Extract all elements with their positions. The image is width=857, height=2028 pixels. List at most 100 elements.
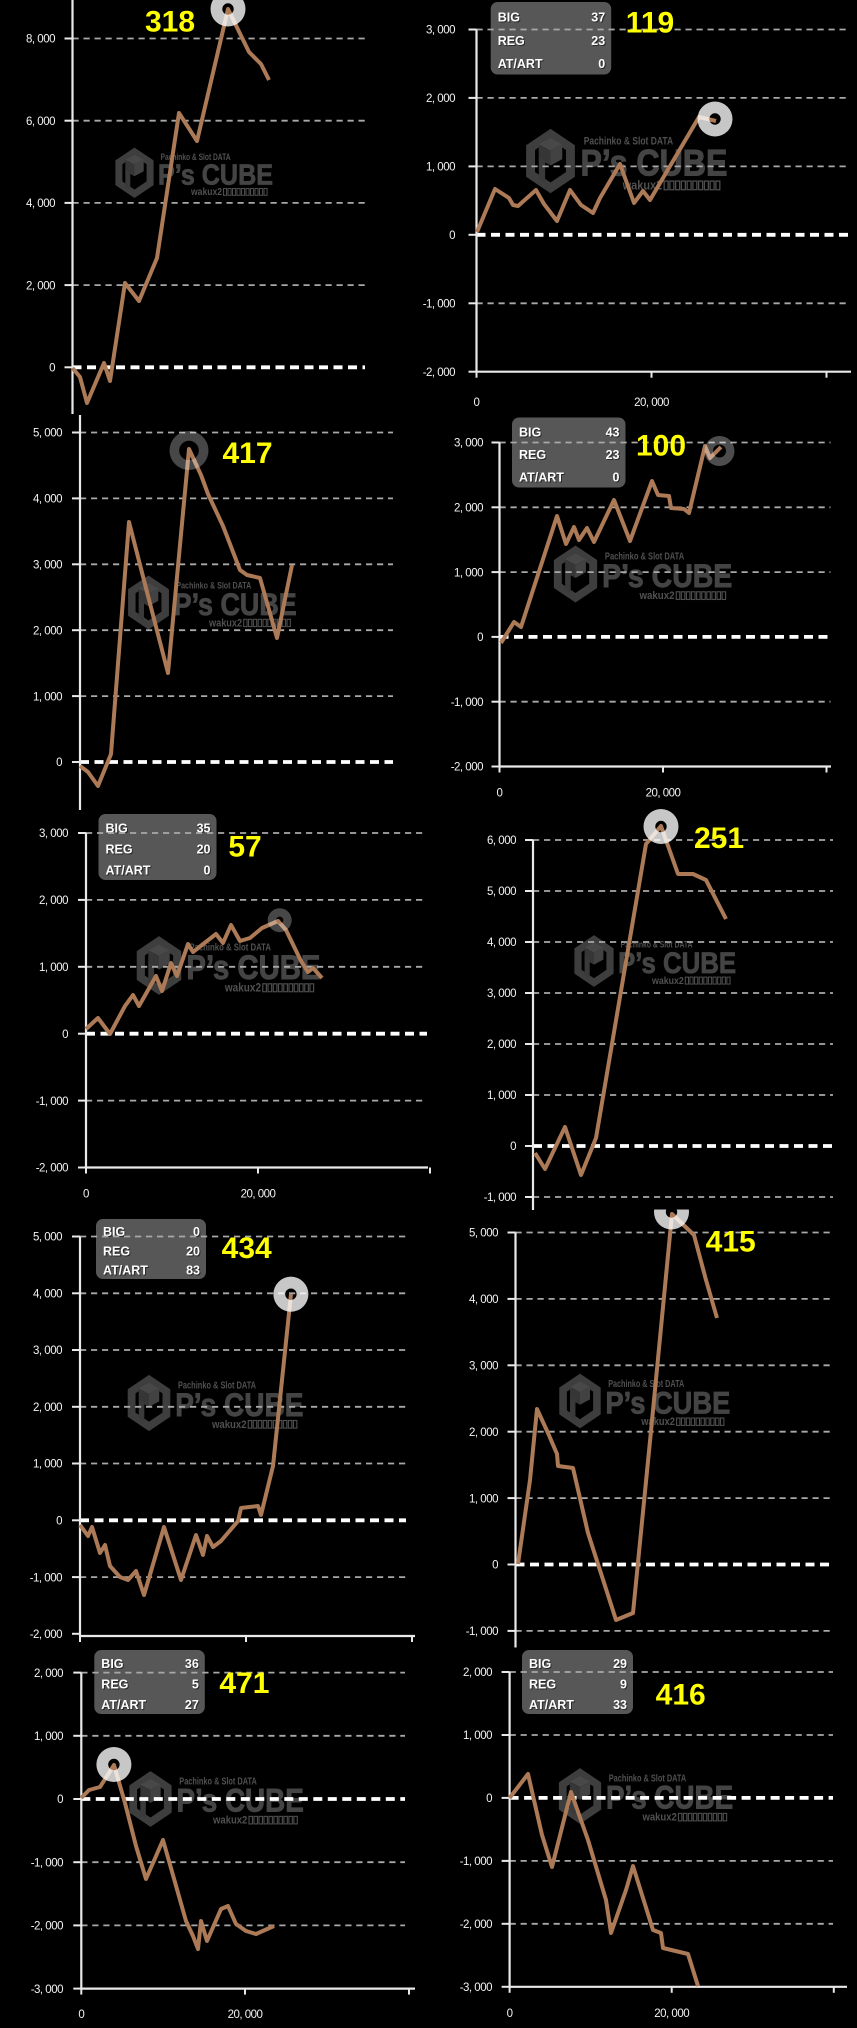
svg-text:REG: REG <box>104 1245 131 1259</box>
svg-text:wakux2: wakux2 <box>640 1416 674 1428</box>
svg-text:P’s CUBE: P’s CUBE <box>602 557 732 594</box>
svg-text:415: 415 <box>706 1226 756 1259</box>
svg-text:0: 0 <box>497 788 503 800</box>
svg-text:0: 0 <box>486 1793 492 1805</box>
svg-text:2, 000: 2, 000 <box>426 93 455 105</box>
svg-text:1, 000: 1, 000 <box>463 1730 492 1742</box>
svg-text:2, 000: 2, 000 <box>454 503 483 515</box>
svg-text:2, 000: 2, 000 <box>469 1427 498 1439</box>
svg-text:4, 000: 4, 000 <box>26 198 55 210</box>
svg-text:37: 37 <box>592 12 606 26</box>
svg-text:-1, 000: -1, 000 <box>460 1856 492 1868</box>
svg-text:AT/ART: AT/ART <box>529 1698 574 1712</box>
svg-text:416: 416 <box>656 1679 706 1712</box>
svg-text:-2, 000: -2, 000 <box>36 1163 68 1175</box>
svg-text:0: 0 <box>598 57 605 71</box>
svg-text:BIG: BIG <box>520 427 542 441</box>
svg-text:0: 0 <box>613 471 620 485</box>
svg-text:3, 000: 3, 000 <box>33 560 62 572</box>
svg-text:Pachinko & Slot DATA: Pachinko & Slot DATA <box>179 1777 256 1788</box>
svg-text:4, 000: 4, 000 <box>469 1294 498 1306</box>
svg-text:2, 000: 2, 000 <box>463 1667 492 1679</box>
svg-text:100: 100 <box>636 430 686 463</box>
svg-text:P’s CUBE: P’s CUBE <box>175 1387 303 1423</box>
svg-text:29: 29 <box>613 1657 627 1671</box>
svg-text:-2, 000: -2, 000 <box>451 762 483 774</box>
svg-text:3, 000: 3, 000 <box>33 1345 62 1357</box>
svg-text:REG: REG <box>103 1244 130 1258</box>
svg-text:Pachinko & Slot DATA: Pachinko & Slot DATA <box>605 551 685 562</box>
svg-text:20: 20 <box>197 843 211 857</box>
svg-text:-3, 000: -3, 000 <box>460 1982 492 1994</box>
svg-text:-1, 000: -1, 000 <box>30 1572 62 1584</box>
svg-text:wakux2: wakux2 <box>622 177 662 192</box>
svg-text:3, 000: 3, 000 <box>426 25 455 37</box>
svg-text:REG: REG <box>519 448 546 462</box>
svg-text:AT/ART: AT/ART <box>107 865 152 879</box>
svg-text:1, 000: 1, 000 <box>487 1090 516 1102</box>
svg-text:417: 417 <box>222 437 272 470</box>
svg-text:1, 000: 1, 000 <box>469 1493 498 1505</box>
svg-text:3, 000: 3, 000 <box>487 988 516 1000</box>
svg-text:AT/ART: AT/ART <box>498 57 543 71</box>
svg-text:20: 20 <box>187 1245 201 1259</box>
svg-text:-2, 000: -2, 000 <box>460 1919 492 1931</box>
svg-text:35: 35 <box>197 821 211 835</box>
svg-text:0: 0 <box>510 1141 516 1153</box>
svg-text:-1, 000: -1, 000 <box>466 1626 498 1638</box>
svg-text:-2, 000: -2, 000 <box>31 1921 63 1933</box>
svg-text:0: 0 <box>56 1516 62 1528</box>
svg-text:2, 000: 2, 000 <box>487 1039 516 1051</box>
svg-text:2, 000: 2, 000 <box>26 280 55 292</box>
svg-text:0: 0 <box>449 230 455 242</box>
svg-text:8, 000: 8, 000 <box>26 34 55 46</box>
svg-text:wakux2: wakux2 <box>224 982 261 995</box>
svg-text:REG: REG <box>101 1677 128 1691</box>
svg-text:20: 20 <box>186 1244 200 1258</box>
svg-text:36: 36 <box>186 1658 200 1672</box>
svg-text:251: 251 <box>694 822 744 855</box>
svg-text:-2, 000: -2, 000 <box>423 367 455 379</box>
svg-text:Pachinko & Slot DATA: Pachinko & Slot DATA <box>584 135 673 147</box>
svg-text:AT/ART: AT/ART <box>101 1698 146 1712</box>
svg-text:BIG: BIG <box>106 821 128 835</box>
svg-text:20, 000: 20, 000 <box>646 788 681 800</box>
svg-text:29: 29 <box>614 1658 628 1672</box>
svg-text:wakux2: wakux2 <box>212 1815 247 1827</box>
svg-text:43: 43 <box>606 426 620 440</box>
svg-text:REG: REG <box>498 34 525 48</box>
svg-text:0: 0 <box>204 864 211 878</box>
svg-text:REG: REG <box>102 1678 129 1692</box>
svg-text:0: 0 <box>205 865 212 879</box>
svg-text:BIG: BIG <box>519 426 541 440</box>
svg-text:27: 27 <box>186 1699 200 1713</box>
svg-text:REG: REG <box>499 35 526 49</box>
svg-text:119: 119 <box>626 7 674 40</box>
svg-text:-1, 000: -1, 000 <box>31 1857 63 1869</box>
svg-text:0: 0 <box>83 1189 89 1201</box>
svg-text:9: 9 <box>620 1677 627 1691</box>
svg-text:23: 23 <box>606 448 620 462</box>
svg-text:5: 5 <box>193 1678 200 1692</box>
svg-text:20, 000: 20, 000 <box>654 2008 689 2020</box>
svg-text:Pachinko & Slot DATA: Pachinko & Slot DATA <box>189 942 271 953</box>
svg-text:2, 000: 2, 000 <box>39 895 68 907</box>
svg-text:REG: REG <box>530 1678 557 1692</box>
svg-text:3, 000: 3, 000 <box>469 1361 498 1373</box>
svg-text:57: 57 <box>228 831 261 864</box>
svg-text:AT/ART: AT/ART <box>104 1265 149 1279</box>
svg-text:0: 0 <box>56 757 62 769</box>
svg-text:AT/ART: AT/ART <box>519 471 564 485</box>
svg-text:9: 9 <box>621 1678 628 1692</box>
svg-text:434: 434 <box>222 1232 272 1265</box>
svg-text:0: 0 <box>49 363 55 375</box>
svg-text:AT/ART: AT/ART <box>103 1264 148 1278</box>
svg-text:36: 36 <box>185 1657 199 1671</box>
svg-text:-1, 000: -1, 000 <box>36 1096 68 1108</box>
svg-text:BIG: BIG <box>103 1225 125 1239</box>
svg-text:Pachinko & Slot DATA: Pachinko & Slot DATA <box>176 581 251 592</box>
svg-text:1, 000: 1, 000 <box>34 1731 63 1743</box>
svg-text:318: 318 <box>145 6 195 39</box>
svg-text:20, 000: 20, 000 <box>634 397 669 409</box>
svg-text:AT/ART: AT/ART <box>499 58 544 72</box>
